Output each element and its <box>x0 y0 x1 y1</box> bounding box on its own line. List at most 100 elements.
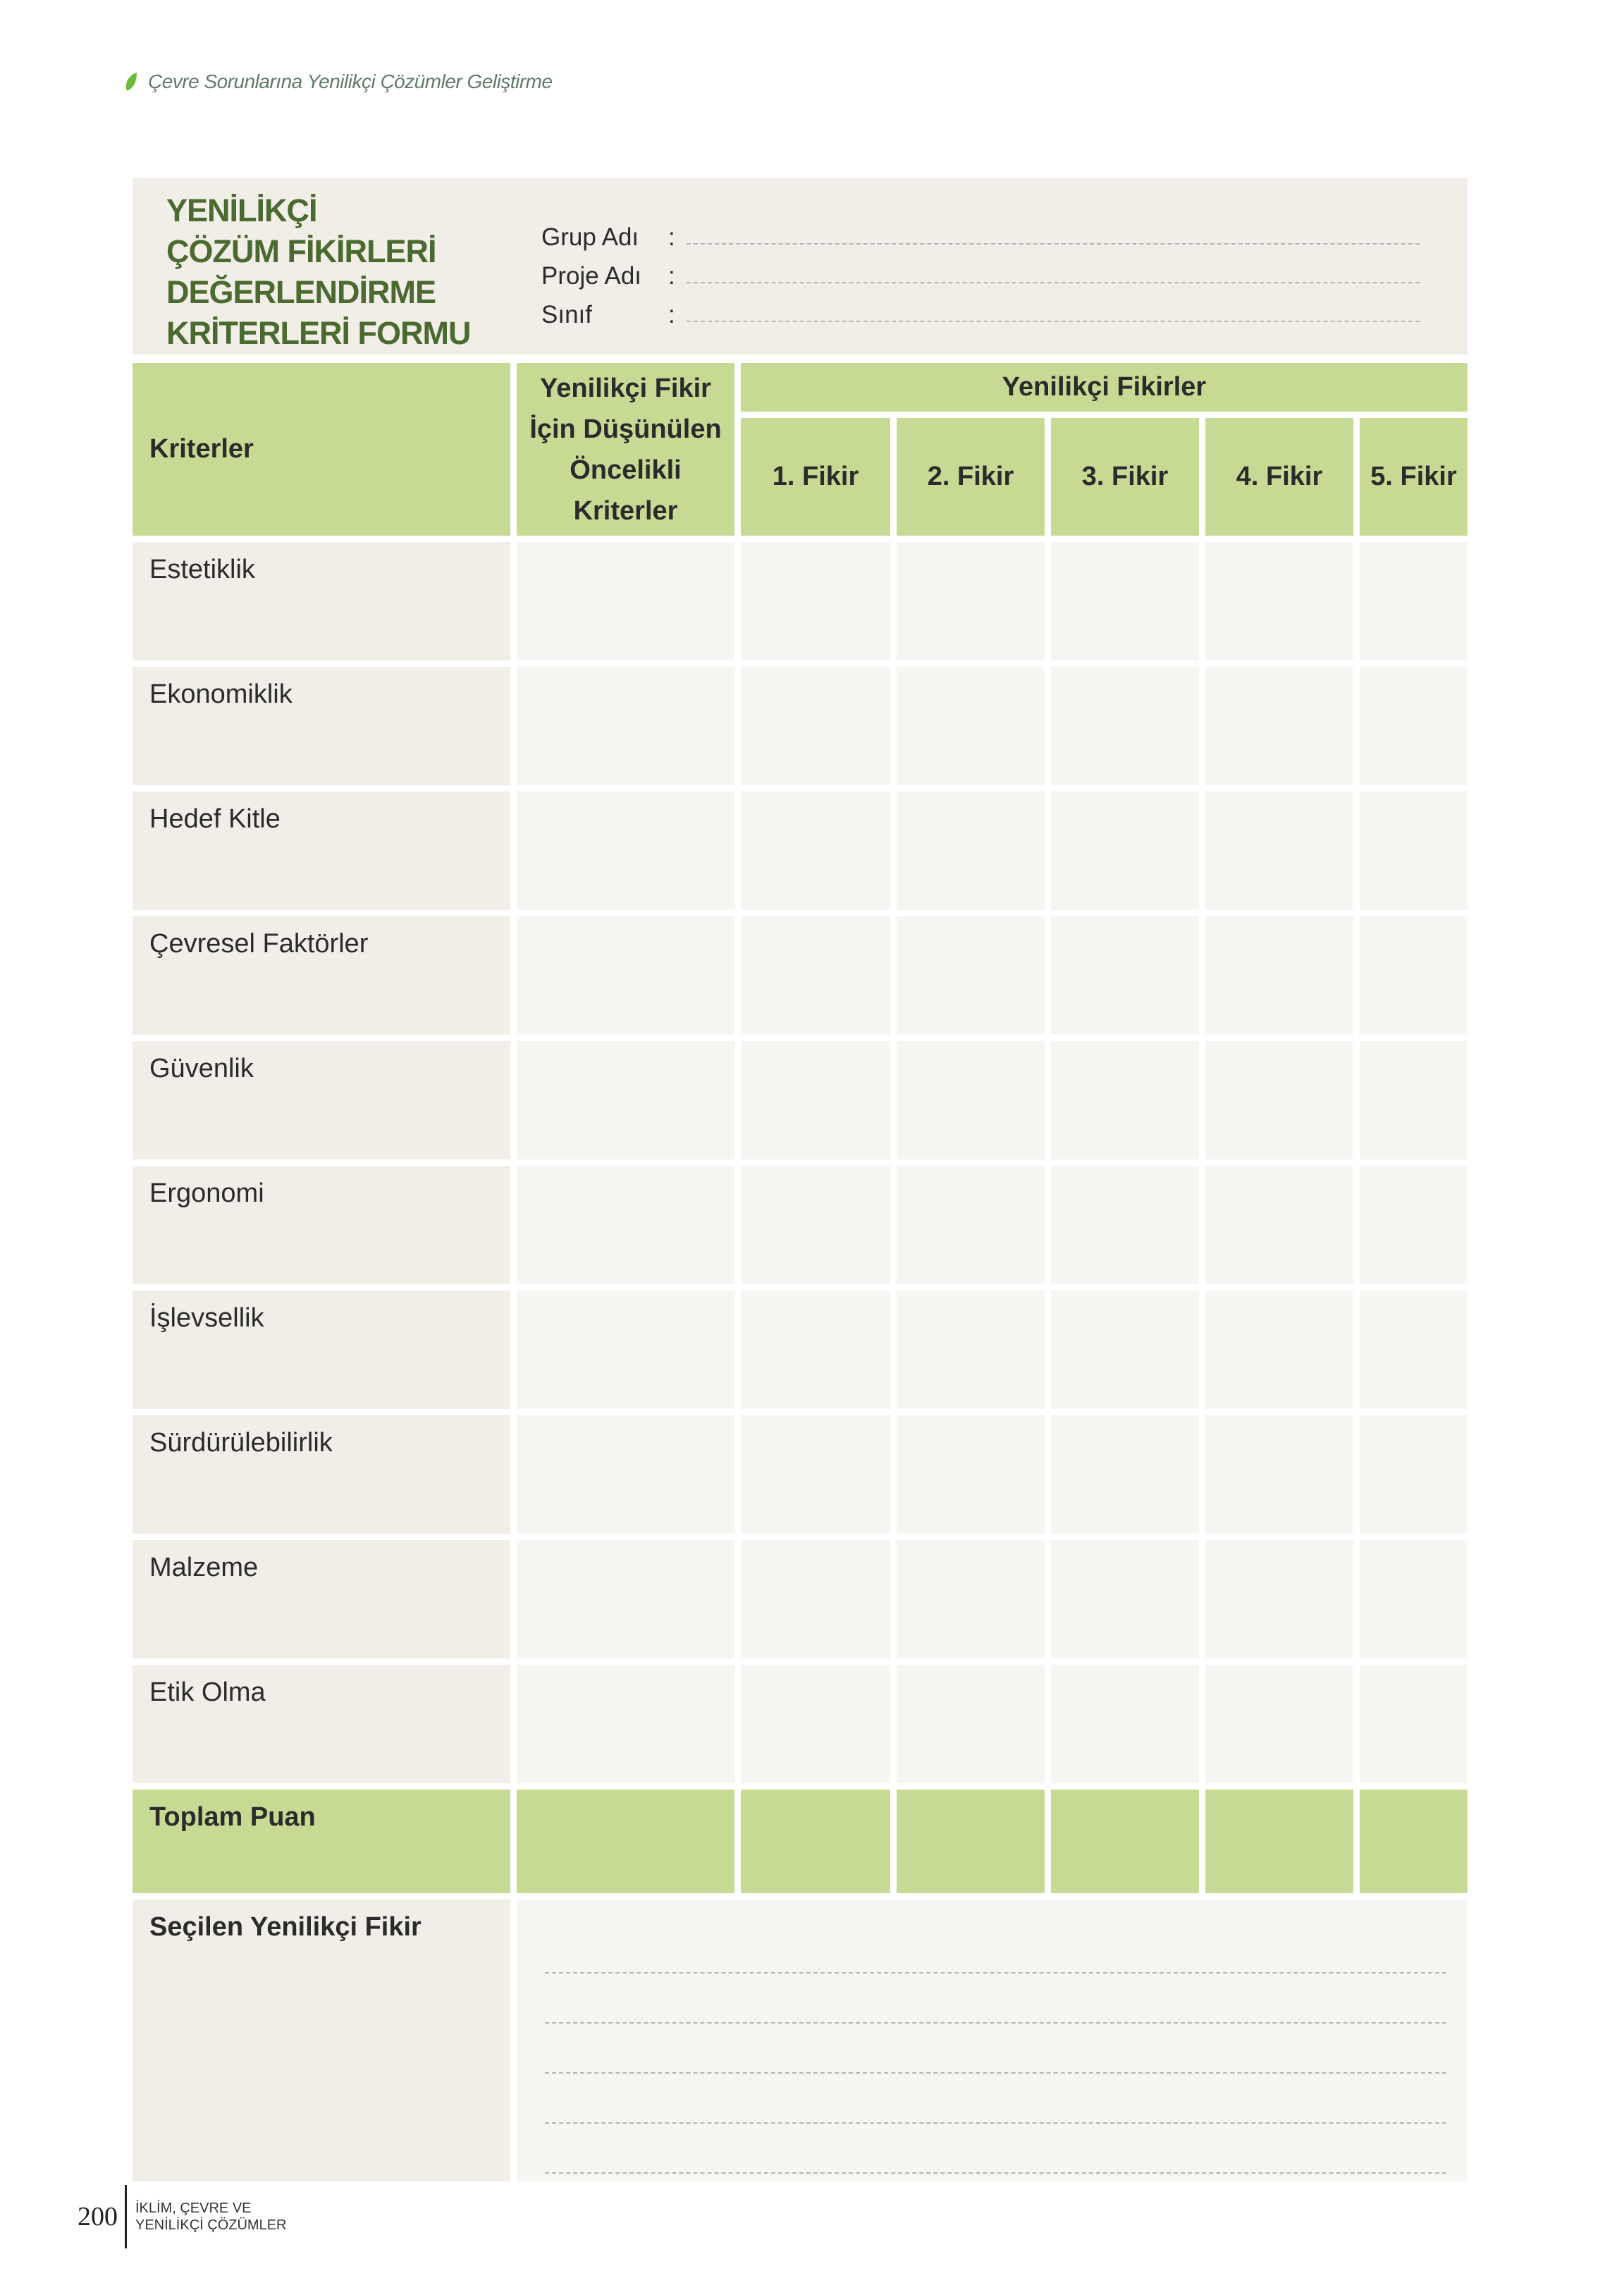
score-cell[interactable] <box>741 916 890 1035</box>
field-label: Sınıf <box>541 301 592 328</box>
score-cell[interactable] <box>897 1041 1045 1159</box>
priority-cell[interactable] <box>517 1540 734 1658</box>
priority-header: Yenilikçi Fikir İçin Düşünülen Öncelikli… <box>517 363 734 536</box>
score-cell[interactable] <box>1051 916 1199 1035</box>
score-cell[interactable] <box>1205 1166 1353 1284</box>
score-cell[interactable] <box>897 542 1045 660</box>
score-cell[interactable] <box>1205 916 1353 1035</box>
score-cell[interactable] <box>741 1291 890 1409</box>
score-cell[interactable] <box>897 1166 1045 1284</box>
criterion-label: Ergonomi <box>133 1166 510 1284</box>
idea-column-header: 4. Fikir <box>1205 418 1353 536</box>
group-name-field[interactable]: Grup Adı: <box>541 213 1420 252</box>
criterion-label: Güvenlik <box>133 1041 510 1159</box>
score-cell[interactable] <box>897 1540 1045 1658</box>
fill-line[interactable] <box>687 321 1420 322</box>
score-cell[interactable] <box>1205 1041 1353 1159</box>
score-cell[interactable] <box>1051 1415 1199 1534</box>
fill-line[interactable] <box>687 282 1420 283</box>
score-cell[interactable] <box>1360 1166 1468 1284</box>
criterion-label: Estetiklik <box>133 542 510 660</box>
score-cell[interactable] <box>1051 1540 1199 1658</box>
score-cell[interactable] <box>1205 667 1353 785</box>
priority-cell[interactable] <box>517 667 734 785</box>
fill-line[interactable] <box>687 243 1420 245</box>
score-cell[interactable] <box>1051 792 1199 910</box>
score-cell[interactable] <box>897 667 1045 785</box>
criterion-label: Çevresel Faktörler <box>133 916 510 1035</box>
score-cell[interactable] <box>741 792 890 910</box>
score-cell[interactable] <box>1205 1291 1353 1409</box>
score-cell[interactable] <box>1051 1041 1199 1159</box>
title-line: KRİTERLERİ FORMU <box>166 315 471 351</box>
score-cell[interactable] <box>1360 1665 1468 1783</box>
running-header-text: Çevre Sorunlarına Yenilikçi Çözümler Gel… <box>148 70 553 92</box>
criterion-label: Malzeme <box>133 1540 510 1658</box>
score-cell[interactable] <box>1051 667 1199 785</box>
score-cell[interactable] <box>741 1665 890 1783</box>
priority-cell[interactable] <box>517 792 734 910</box>
score-cell[interactable] <box>1360 1540 1468 1658</box>
score-cell[interactable] <box>1360 667 1468 785</box>
score-cell[interactable] <box>897 792 1045 910</box>
total-score-cell[interactable] <box>1051 1790 1199 1893</box>
score-cell[interactable] <box>741 1540 890 1658</box>
fill-line[interactable] <box>545 1923 1446 1974</box>
score-cell[interactable] <box>1205 1540 1353 1658</box>
score-cell[interactable] <box>1051 1291 1199 1409</box>
score-cell[interactable] <box>897 916 1045 1035</box>
score-cell[interactable] <box>897 1291 1045 1409</box>
fill-line[interactable] <box>545 2024 1446 2074</box>
title-line: DEĞERLENDİRME <box>166 274 436 310</box>
project-name-field[interactable]: Proje Adı: <box>541 252 1420 290</box>
score-cell[interactable] <box>741 1041 890 1159</box>
priority-cell[interactable] <box>517 1415 734 1534</box>
form-fields: Grup Adı: Proje Adı: Sınıf: <box>541 213 1420 329</box>
priority-cell[interactable] <box>517 1665 734 1783</box>
score-cell[interactable] <box>1360 542 1468 660</box>
score-cell[interactable] <box>1360 792 1468 910</box>
priority-cell[interactable] <box>517 916 734 1035</box>
score-cell[interactable] <box>1205 792 1353 910</box>
score-cell[interactable] <box>741 1415 890 1534</box>
idea-column-header: 5. Fikir <box>1360 418 1468 536</box>
score-cell[interactable] <box>1205 542 1353 660</box>
score-cell[interactable] <box>1360 1291 1468 1409</box>
total-score-cell[interactable] <box>517 1790 734 1893</box>
score-cell[interactable] <box>1051 1166 1199 1284</box>
total-score-cell[interactable] <box>741 1790 890 1893</box>
selected-idea-area[interactable] <box>517 1900 1468 2181</box>
score-cell[interactable] <box>741 542 890 660</box>
class-field[interactable]: Sınıf: <box>541 290 1420 329</box>
page-number: 200 <box>78 2202 118 2231</box>
score-cell[interactable] <box>741 1166 890 1284</box>
field-label: Proje Adı <box>541 262 642 290</box>
score-cell[interactable] <box>1205 1665 1353 1783</box>
ideas-header: Yenilikçi Fikirler <box>741 363 1468 412</box>
fill-line[interactable] <box>545 2074 1446 2124</box>
idea-column-header: 2. Fikir <box>897 418 1045 536</box>
page-footer: 200 İKLİM, ÇEVRE VE YENİLİKÇİ ÇÖZÜMLER <box>78 2185 286 2248</box>
score-cell[interactable] <box>1205 1415 1353 1534</box>
score-cell[interactable] <box>1360 1041 1468 1159</box>
fill-line[interactable] <box>545 2124 1446 2174</box>
score-cell[interactable] <box>1051 1665 1199 1783</box>
priority-cell[interactable] <box>517 1291 734 1409</box>
criterion-label: İşlevsellik <box>133 1291 510 1409</box>
evaluation-table: Kriterler Yenilikçi Fikir İçin Düşünülen… <box>133 363 1468 2181</box>
title-line: ÇÖZÜM FİKİRLERİ <box>166 233 436 269</box>
score-cell[interactable] <box>1360 1415 1468 1534</box>
total-score-cell[interactable] <box>897 1790 1045 1893</box>
score-cell[interactable] <box>741 667 890 785</box>
priority-cell[interactable] <box>517 1041 734 1159</box>
form-header: YENİLİKÇİ ÇÖZÜM FİKİRLERİ DEĞERLENDİRME … <box>133 178 1468 355</box>
score-cell[interactable] <box>1051 542 1199 660</box>
fill-line[interactable] <box>545 1974 1446 2024</box>
priority-cell[interactable] <box>517 1166 734 1284</box>
score-cell[interactable] <box>897 1665 1045 1783</box>
score-cell[interactable] <box>1360 916 1468 1035</box>
priority-cell[interactable] <box>517 542 734 660</box>
total-score-cell[interactable] <box>1360 1790 1468 1893</box>
total-score-cell[interactable] <box>1205 1790 1353 1893</box>
score-cell[interactable] <box>897 1415 1045 1534</box>
